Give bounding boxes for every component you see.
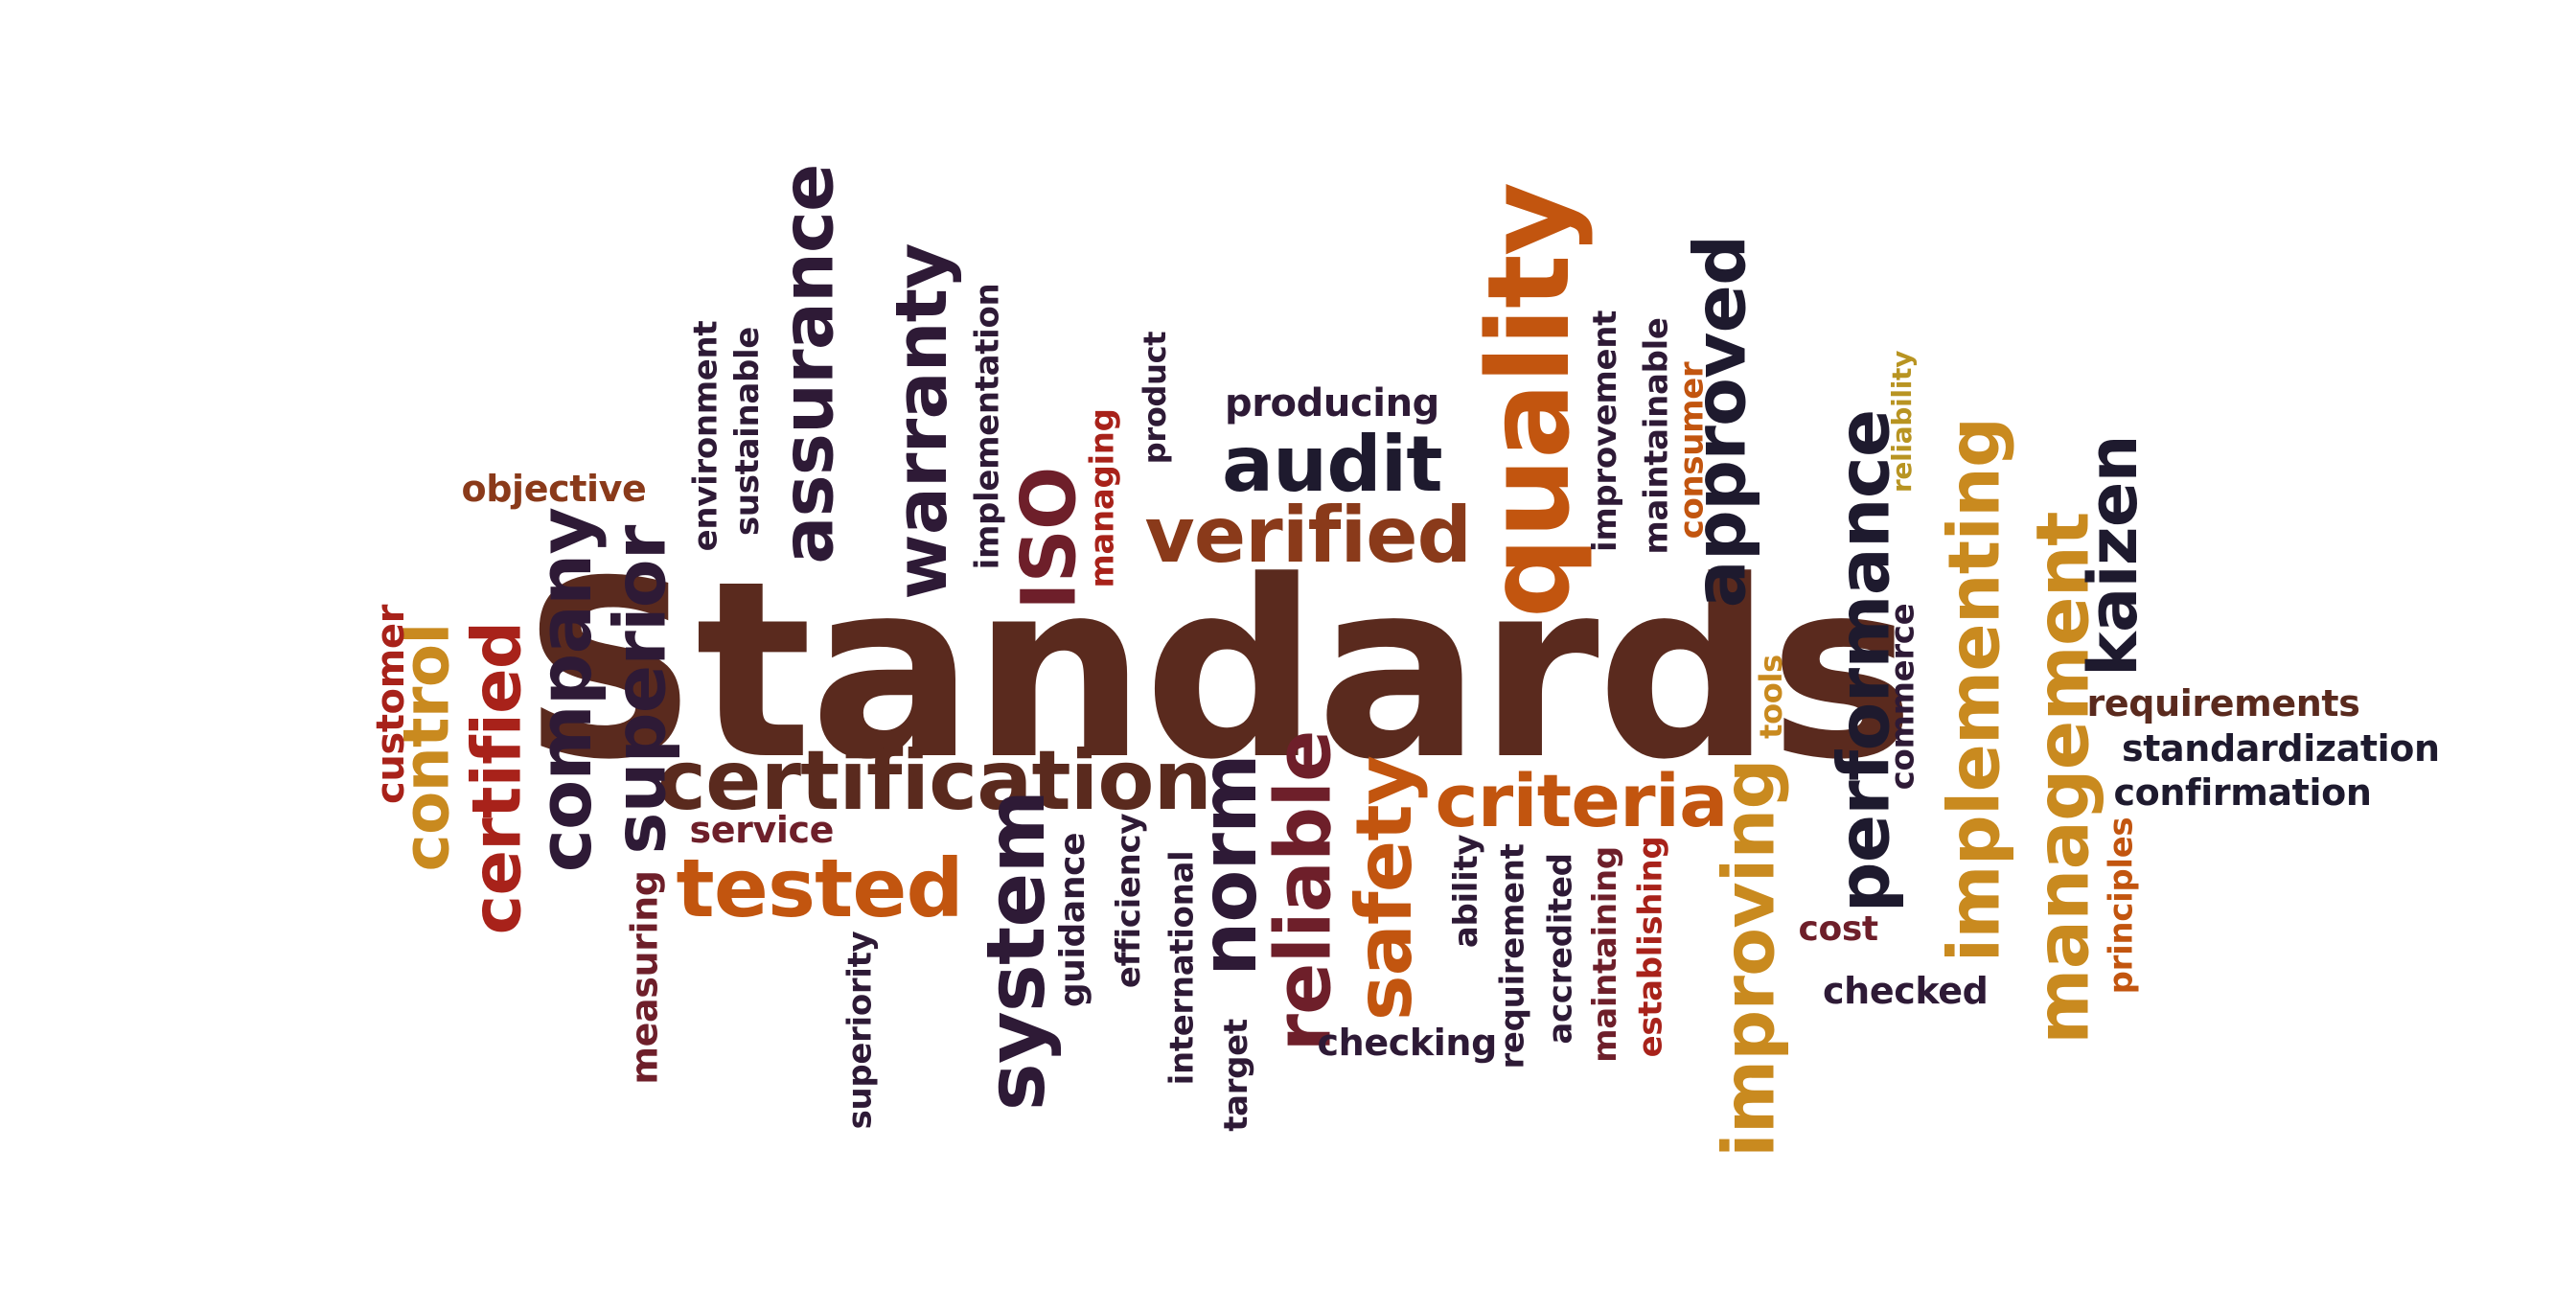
word-confirmation: confirmation <box>2113 771 2372 814</box>
word-superior: superior <box>599 525 682 855</box>
word-improvement: improvement <box>1585 310 1624 552</box>
word-reliability: reliability <box>1886 350 1919 494</box>
word-verified: verified <box>1144 491 1472 580</box>
word-certification: certification <box>657 733 1212 829</box>
word-requirements: requirements <box>2086 682 2360 724</box>
word-improving: improving <box>1708 759 1791 1158</box>
word-safety: safety <box>1340 755 1430 1022</box>
word-establishing: establishing <box>1630 836 1669 1058</box>
word-requirement: requirement <box>1493 843 1532 1070</box>
word-consumer: consumer <box>1671 361 1711 540</box>
word-principles: principles <box>2101 816 2140 995</box>
word-service: service <box>689 809 835 851</box>
word-producing: producing <box>1225 381 1439 426</box>
word-maintaining: maintaining <box>1585 846 1624 1063</box>
word-target: target <box>1216 1019 1255 1132</box>
word-quality: quality <box>1462 182 1596 619</box>
word-warranty: warranty <box>880 243 963 600</box>
word-international: international <box>1162 850 1201 1086</box>
word-efficiency: efficiency <box>1110 813 1149 989</box>
word-implementation: implementation <box>967 283 1006 570</box>
word-tested: tested <box>676 841 964 935</box>
word-measuring: measuring <box>623 870 666 1085</box>
word-ability: ability <box>1447 834 1486 949</box>
word-checked: checked <box>1823 970 1989 1012</box>
word-commerce: commerce <box>1882 603 1921 791</box>
word-iso: ISO <box>1006 467 1093 610</box>
word-customer: customer <box>368 605 413 804</box>
word-managing: managing <box>1083 408 1122 588</box>
word-accredited: accredited <box>1541 853 1580 1045</box>
word-norm: norm <box>1184 754 1274 977</box>
word-audit: audit <box>1222 420 1443 509</box>
word-reliable: reliable <box>1258 730 1348 1052</box>
word-checking: checking <box>1317 1022 1498 1064</box>
word-cost: cost <box>1798 909 1879 949</box>
word-product: product <box>1137 331 1174 465</box>
word-implementing: implementing <box>1932 417 2015 963</box>
word-kaizen: kaizen <box>2073 435 2152 677</box>
word-assurance: assurance <box>767 164 850 564</box>
word-maintainable: maintainable <box>1637 317 1676 555</box>
word-standardization: standardization <box>2122 727 2440 770</box>
word-environment: environment <box>685 320 724 552</box>
word-sustainable: sustainable <box>728 327 767 536</box>
word-tools: tools <box>1752 655 1789 739</box>
word-criteria: criteria <box>1435 758 1729 843</box>
word-certified: certified <box>456 621 536 935</box>
word-system: system <box>969 790 1064 1112</box>
word-standards: Standards <box>521 528 1915 814</box>
word-superiority: superiority <box>840 931 879 1130</box>
word-objective: objective <box>461 468 647 510</box>
word-company: company <box>522 507 609 873</box>
word-guidance: guidance <box>1053 832 1093 1008</box>
